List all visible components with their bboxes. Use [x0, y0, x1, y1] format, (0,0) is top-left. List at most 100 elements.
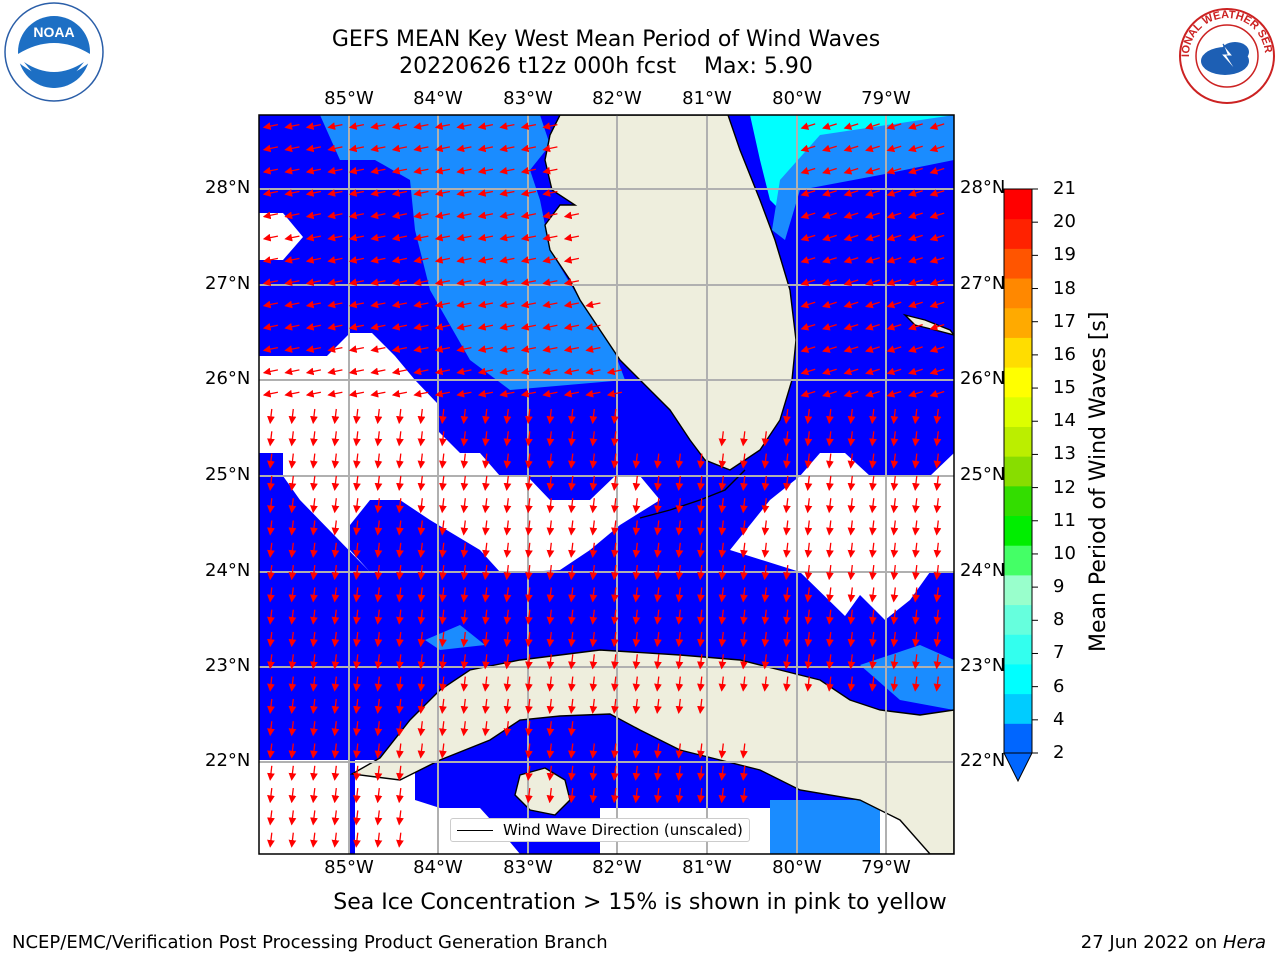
wind-wave-arrow	[843, 390, 859, 398]
wind-wave-arrow	[740, 609, 748, 625]
wind-wave-arrow	[589, 542, 598, 558]
wind-wave-arrow	[826, 431, 834, 447]
wind-wave-arrow	[525, 587, 533, 603]
wind-wave-arrow	[890, 453, 899, 469]
wind-wave-arrow	[826, 654, 834, 670]
wind-wave-arrow	[933, 542, 942, 558]
wind-wave-arrow	[697, 565, 705, 581]
wind-wave-arrow	[718, 453, 727, 469]
wind-wave-arrow	[869, 676, 877, 692]
lat-label: 22°N	[205, 750, 251, 771]
lon-labels-top: 85°W 84°W 83°W 82°W 81°W 80°W 79°W	[0, 88, 1280, 112]
wind-wave-arrow	[563, 322, 580, 331]
wind-wave-arrow	[783, 498, 791, 514]
wind-wave-arrow	[374, 788, 383, 804]
wind-wave-arrow	[525, 453, 533, 469]
wind-wave-arrow	[503, 475, 512, 491]
wind-wave-arrow	[697, 698, 705, 714]
wind-wave-arrow	[800, 278, 816, 286]
wind-wave-arrow	[783, 431, 791, 447]
wind-wave-arrow	[697, 676, 705, 692]
wind-wave-arrow	[654, 788, 662, 804]
wind-wave-arrow	[417, 587, 426, 603]
wind-wave-arrow	[568, 788, 576, 804]
wind-wave-arrow	[327, 211, 343, 220]
wind-wave-arrow	[886, 300, 902, 309]
wind-wave-arrow	[503, 609, 512, 625]
wind-wave-arrow	[331, 453, 340, 469]
wind-wave-arrow	[525, 765, 533, 781]
wind-wave-arrow	[800, 367, 816, 376]
wind-wave-arrow	[439, 498, 447, 514]
wind-wave-arrow	[525, 408, 533, 425]
wind-wave-arrows	[262, 122, 945, 848]
wind-wave-arrow	[606, 367, 623, 376]
wind-wave-arrow	[305, 300, 322, 309]
wind-wave-arrow	[267, 475, 275, 491]
wind-wave-arrow	[262, 166, 279, 175]
wind-wave-arrow	[482, 609, 490, 625]
wind-wave-arrow	[826, 408, 834, 425]
wind-wave-arrow	[865, 211, 880, 220]
wind-wave-arrow	[267, 609, 275, 625]
wind-wave-arrow	[847, 475, 856, 491]
wind-wave-arrow	[847, 587, 856, 603]
wind-wave-arrow	[460, 542, 469, 558]
wind-wave-arrow	[912, 565, 920, 581]
wind-wave-arrow	[288, 431, 297, 447]
wind-wave-arrow	[675, 565, 684, 581]
wind-wave-arrow	[568, 609, 576, 625]
wind-wave-arrow	[718, 565, 727, 581]
wind-wave-arrow	[675, 698, 684, 714]
lon-label: 81°W	[682, 857, 732, 878]
wind-wave-arrow	[654, 743, 662, 759]
wind-wave-arrow	[374, 698, 383, 714]
wind-wave-arrow	[396, 721, 404, 737]
wind-wave-arrow	[589, 520, 598, 536]
wind-wave-arrow	[865, 300, 880, 309]
wind-wave-arrow	[456, 256, 472, 264]
wind-wave-arrow	[908, 122, 923, 130]
wind-wave-arrow	[331, 698, 340, 714]
wind-wave-arrow	[262, 144, 279, 153]
wind-wave-arrow	[331, 654, 340, 670]
wind-wave-arrow	[456, 367, 472, 376]
wind-wave-arrow	[460, 587, 469, 603]
wind-wave-arrow	[847, 676, 856, 692]
wind-wave-arrow	[697, 475, 705, 491]
wind-wave-arrow	[262, 122, 279, 130]
wind-wave-arrow	[783, 453, 791, 469]
wind-wave-arrow	[675, 475, 684, 491]
wind-wave-arrow	[327, 189, 343, 197]
wind-wave-arrow	[847, 565, 856, 581]
wind-wave-arrow	[525, 565, 533, 581]
wind-wave-arrow	[327, 233, 343, 242]
wind-wave-arrow	[348, 367, 365, 376]
wind-wave-arrow	[353, 408, 361, 425]
wind-wave-arrow	[391, 256, 408, 264]
wind-wave-arrow	[611, 587, 619, 603]
wind-wave-arrow	[396, 475, 404, 491]
wind-wave-arrow	[546, 654, 555, 670]
wind-wave-arrow	[456, 322, 472, 331]
colorbar-segment	[1004, 218, 1032, 249]
wind-wave-arrow	[740, 453, 748, 469]
wind-wave-arrow	[822, 300, 837, 309]
colorbar-tick-label: 9	[1053, 576, 1065, 598]
wind-wave-arrow	[800, 300, 816, 309]
wind-wave-arrow	[843, 300, 859, 309]
wind-wave-arrow	[929, 323, 945, 331]
wind-wave-arrow	[417, 542, 426, 558]
wind-wave-arrow	[460, 475, 469, 491]
wind-wave-arrow	[499, 166, 515, 175]
wind-wave-arrow	[697, 743, 705, 759]
wind-wave-arrow	[434, 367, 451, 376]
wind-wave-arrow	[865, 345, 880, 353]
wind-wave-arrow	[439, 408, 447, 425]
wind-wave-arrow	[568, 408, 576, 425]
colorbar-segment	[1004, 456, 1032, 487]
wind-wave-arrow	[697, 609, 705, 625]
wind-wave-arrow	[503, 542, 512, 558]
wind-wave-arrow	[890, 498, 899, 514]
footer-host: Hera	[1222, 932, 1266, 953]
